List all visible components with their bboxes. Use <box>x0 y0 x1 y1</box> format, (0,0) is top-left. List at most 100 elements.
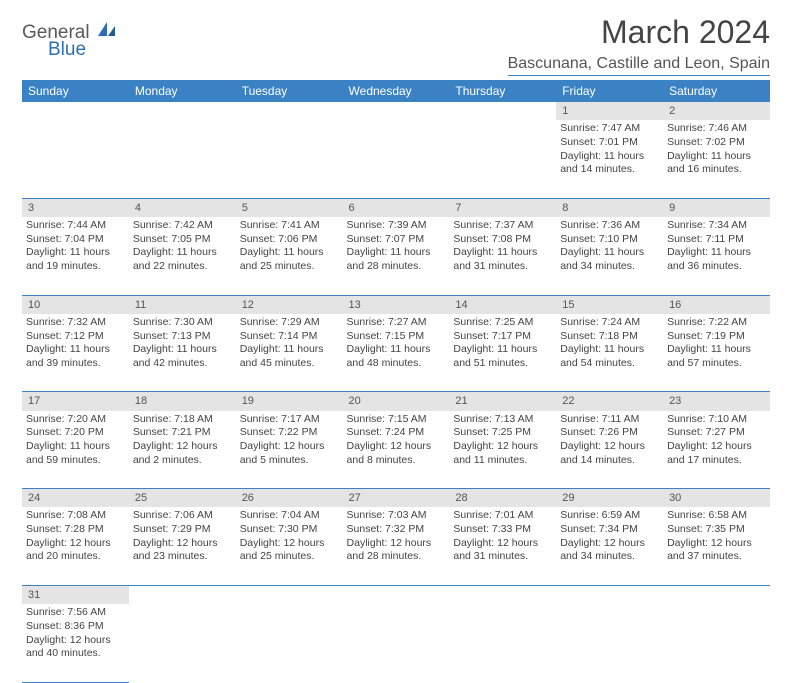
day-number-cell <box>343 585 450 604</box>
day-number-cell: 26 <box>236 489 343 508</box>
daylight-text: Daylight: 11 hours and 39 minutes. <box>26 343 125 370</box>
day-number-cell: 8 <box>556 198 663 217</box>
sunset-text: Sunset: 7:27 PM <box>667 426 766 440</box>
sunset-text: Sunset: 7:05 PM <box>133 233 232 247</box>
day-detail-cell: Sunrise: 7:01 AMSunset: 7:33 PMDaylight:… <box>449 507 556 585</box>
sunset-text: Sunset: 7:21 PM <box>133 426 232 440</box>
day-detail-cell: Sunrise: 7:29 AMSunset: 7:14 PMDaylight:… <box>236 314 343 392</box>
sunrise-text: Sunrise: 7:08 AM <box>26 509 125 523</box>
daylight-text: Daylight: 12 hours and 28 minutes. <box>347 537 446 564</box>
daylight-text: Daylight: 12 hours and 8 minutes. <box>347 440 446 467</box>
daylight-text: Daylight: 11 hours and 14 minutes. <box>560 150 659 177</box>
sunset-text: Sunset: 7:02 PM <box>667 136 766 150</box>
weekday-header: Tuesday <box>236 80 343 102</box>
title-block: March 2024 Bascunana, Castille and Leon,… <box>508 14 770 76</box>
sunset-text: Sunset: 7:33 PM <box>453 523 552 537</box>
weekday-header-row: Sunday Monday Tuesday Wednesday Thursday… <box>22 80 770 102</box>
day-detail-cell <box>129 120 236 198</box>
day-number-cell <box>449 102 556 120</box>
day-number-cell: 19 <box>236 392 343 411</box>
day-detail-cell: Sunrise: 7:17 AMSunset: 7:22 PMDaylight:… <box>236 411 343 489</box>
sunset-text: Sunset: 7:28 PM <box>26 523 125 537</box>
sunrise-text: Sunrise: 6:59 AM <box>560 509 659 523</box>
day-detail-row: Sunrise: 7:56 AMSunset: 8:36 PMDaylight:… <box>22 604 770 682</box>
daylight-text: Daylight: 12 hours and 31 minutes. <box>453 537 552 564</box>
day-detail-cell <box>343 604 450 682</box>
day-number-cell: 24 <box>22 489 129 508</box>
sunrise-text: Sunrise: 7:17 AM <box>240 413 339 427</box>
day-number-cell: 7 <box>449 198 556 217</box>
sunrise-text: Sunrise: 7:46 AM <box>667 122 766 136</box>
day-number-cell: 27 <box>343 489 450 508</box>
day-detail-cell: Sunrise: 7:27 AMSunset: 7:15 PMDaylight:… <box>343 314 450 392</box>
sunrise-text: Sunrise: 7:15 AM <box>347 413 446 427</box>
day-number-cell: 16 <box>663 295 770 314</box>
day-number-cell <box>663 585 770 604</box>
sunrise-text: Sunrise: 7:13 AM <box>453 413 552 427</box>
logo: General Blue <box>22 20 118 61</box>
day-detail-cell: Sunrise: 7:22 AMSunset: 7:19 PMDaylight:… <box>663 314 770 392</box>
daylight-text: Daylight: 11 hours and 57 minutes. <box>667 343 766 370</box>
location-subtitle: Bascunana, Castille and Leon, Spain <box>508 55 770 76</box>
daylight-text: Daylight: 11 hours and 25 minutes. <box>240 246 339 273</box>
daylight-text: Daylight: 12 hours and 20 minutes. <box>26 537 125 564</box>
weekday-header: Friday <box>556 80 663 102</box>
sunset-text: Sunset: 7:13 PM <box>133 330 232 344</box>
sunrise-text: Sunrise: 7:41 AM <box>240 219 339 233</box>
day-number-cell: 22 <box>556 392 663 411</box>
day-detail-cell: Sunrise: 7:36 AMSunset: 7:10 PMDaylight:… <box>556 217 663 295</box>
sunset-text: Sunset: 7:10 PM <box>560 233 659 247</box>
sunset-text: Sunset: 7:30 PM <box>240 523 339 537</box>
day-number-cell: 3 <box>22 198 129 217</box>
day-detail-cell: Sunrise: 7:56 AMSunset: 8:36 PMDaylight:… <box>22 604 129 682</box>
sunset-text: Sunset: 7:04 PM <box>26 233 125 247</box>
day-detail-row: Sunrise: 7:47 AMSunset: 7:01 PMDaylight:… <box>22 120 770 198</box>
day-number-cell: 1 <box>556 102 663 120</box>
daylight-text: Daylight: 11 hours and 51 minutes. <box>453 343 552 370</box>
sunset-text: Sunset: 7:18 PM <box>560 330 659 344</box>
day-detail-row: Sunrise: 7:44 AMSunset: 7:04 PMDaylight:… <box>22 217 770 295</box>
day-detail-cell: Sunrise: 7:47 AMSunset: 7:01 PMDaylight:… <box>556 120 663 198</box>
day-number-cell: 4 <box>129 198 236 217</box>
day-detail-cell <box>236 604 343 682</box>
day-detail-cell: Sunrise: 7:06 AMSunset: 7:29 PMDaylight:… <box>129 507 236 585</box>
calendar-table: Sunday Monday Tuesday Wednesday Thursday… <box>22 80 770 683</box>
day-number-cell: 20 <box>343 392 450 411</box>
weekday-header: Sunday <box>22 80 129 102</box>
day-detail-cell: Sunrise: 7:11 AMSunset: 7:26 PMDaylight:… <box>556 411 663 489</box>
sunrise-text: Sunrise: 7:04 AM <box>240 509 339 523</box>
daylight-text: Daylight: 12 hours and 23 minutes. <box>133 537 232 564</box>
daylight-text: Daylight: 12 hours and 25 minutes. <box>240 537 339 564</box>
day-number-row: 3456789 <box>22 198 770 217</box>
daylight-text: Daylight: 11 hours and 19 minutes. <box>26 246 125 273</box>
sunrise-text: Sunrise: 7:25 AM <box>453 316 552 330</box>
daylight-text: Daylight: 11 hours and 42 minutes. <box>133 343 232 370</box>
logo-sail-icon <box>96 20 118 38</box>
day-number-cell <box>449 585 556 604</box>
sunrise-text: Sunrise: 7:03 AM <box>347 509 446 523</box>
day-number-cell <box>236 585 343 604</box>
header: General Blue March 2024 Bascunana, Casti… <box>22 14 770 76</box>
daylight-text: Daylight: 11 hours and 48 minutes. <box>347 343 446 370</box>
day-detail-cell: Sunrise: 6:59 AMSunset: 7:34 PMDaylight:… <box>556 507 663 585</box>
sunrise-text: Sunrise: 7:01 AM <box>453 509 552 523</box>
day-detail-cell: Sunrise: 7:04 AMSunset: 7:30 PMDaylight:… <box>236 507 343 585</box>
sunset-text: Sunset: 7:12 PM <box>26 330 125 344</box>
sunset-text: Sunset: 7:19 PM <box>667 330 766 344</box>
daylight-text: Daylight: 11 hours and 31 minutes. <box>453 246 552 273</box>
day-number-cell <box>22 102 129 120</box>
day-detail-cell <box>556 604 663 682</box>
day-detail-cell: Sunrise: 7:13 AMSunset: 7:25 PMDaylight:… <box>449 411 556 489</box>
sunset-text: Sunset: 7:07 PM <box>347 233 446 247</box>
weekday-header: Saturday <box>663 80 770 102</box>
day-detail-cell <box>449 120 556 198</box>
day-number-cell <box>343 102 450 120</box>
sunset-text: Sunset: 7:15 PM <box>347 330 446 344</box>
sunrise-text: Sunrise: 7:22 AM <box>667 316 766 330</box>
day-number-cell <box>129 585 236 604</box>
sunset-text: Sunset: 7:08 PM <box>453 233 552 247</box>
day-number-cell: 18 <box>129 392 236 411</box>
day-detail-cell: Sunrise: 7:32 AMSunset: 7:12 PMDaylight:… <box>22 314 129 392</box>
sunrise-text: Sunrise: 7:34 AM <box>667 219 766 233</box>
daylight-text: Daylight: 11 hours and 16 minutes. <box>667 150 766 177</box>
